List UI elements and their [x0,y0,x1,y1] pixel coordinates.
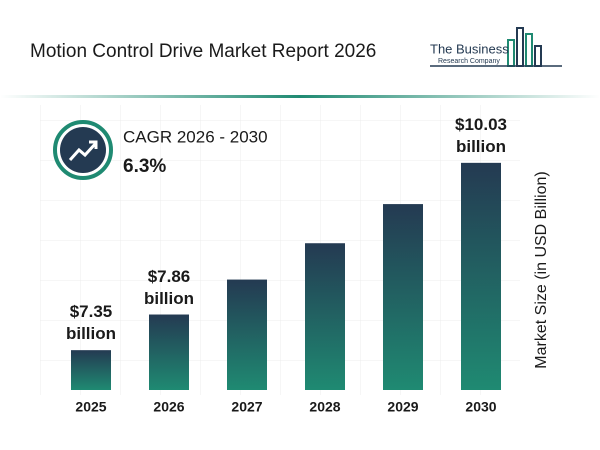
logo-text: The Business [430,41,509,56]
bar [149,314,189,390]
x-tick-label: 2026 [153,399,184,415]
logo: The Business Research Company [430,27,562,67]
bar [71,350,111,390]
cagr-value: 6.3% [123,156,166,177]
cagr-label: CAGR 2026 - 2030 [123,127,268,146]
x-tick-label: 2025 [75,399,106,415]
chart-title: Motion Control Drive Market Report 2026 [30,41,376,62]
x-tick-label: 2028 [309,399,340,415]
x-tick-label: 2029 [387,399,418,415]
background-grid [40,105,520,395]
header-rule [0,95,600,98]
y-axis-label: Market Size (in USD Billion) [533,171,550,368]
value-label: $7.86 billion [143,266,195,308]
x-tick-label: 2027 [231,399,262,415]
bar [383,204,423,390]
logo-subtext: Research Company [438,58,500,65]
bar [305,243,345,390]
bar [461,162,501,390]
value-label: $7.35 billion [65,302,117,344]
cagr-badge [53,120,113,180]
bar [227,279,267,390]
x-tick-label: 2030 [465,399,496,415]
value-label: $10.03 billion [455,114,507,156]
